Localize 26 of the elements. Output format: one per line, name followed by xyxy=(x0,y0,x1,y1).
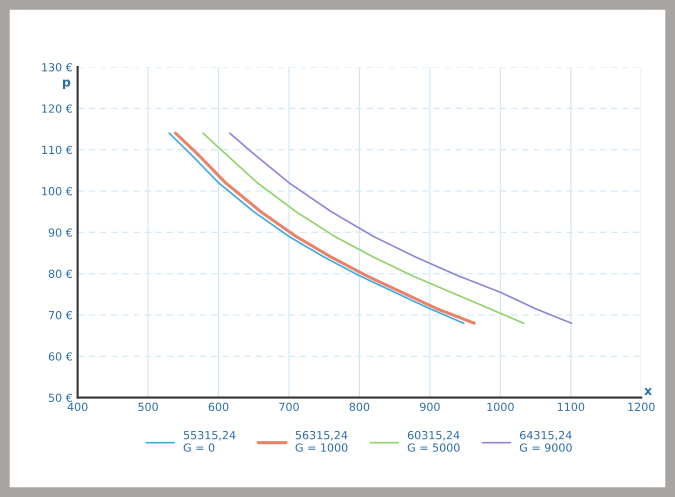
y-axis-title: p xyxy=(62,80,70,90)
x-tick-label: 1100 xyxy=(558,402,584,412)
y-tick-label: 130 € xyxy=(42,63,72,72)
legend-label: 64315,24 G = 9000 xyxy=(520,430,572,452)
x-tick-label: 500 xyxy=(138,402,158,412)
legend-label: 56315,24 G = 1000 xyxy=(296,430,348,452)
line-series xyxy=(228,132,572,324)
y-tick-label: 120 € xyxy=(42,104,72,113)
x-axis-title: x xyxy=(644,388,652,395)
x-tick-label: 900 xyxy=(420,402,440,412)
line-series xyxy=(202,132,524,324)
y-tick-label: 80 € xyxy=(48,270,72,278)
x-tick-label: 600 xyxy=(208,402,228,412)
y-tick-label: 100 € xyxy=(42,187,72,196)
y-tick-label: 50 € xyxy=(48,394,72,402)
legend-label: 55315,24 G = 0 xyxy=(184,430,236,452)
y-tick-label: 110 € xyxy=(42,146,72,154)
y-tick-label: 90 € xyxy=(48,228,72,237)
x-tick-label: 400 xyxy=(68,402,88,412)
legend-label: 60315,24 G = 5000 xyxy=(408,430,460,452)
x-tick-label: 700 xyxy=(279,402,299,412)
y-tick-label: 60 € xyxy=(48,352,72,361)
x-tick-label: 1000 xyxy=(487,402,514,412)
y-tick-label: 70 € xyxy=(48,310,72,320)
x-tick-label: 1200 xyxy=(628,402,655,412)
x-tick-label: 800 xyxy=(350,402,370,412)
